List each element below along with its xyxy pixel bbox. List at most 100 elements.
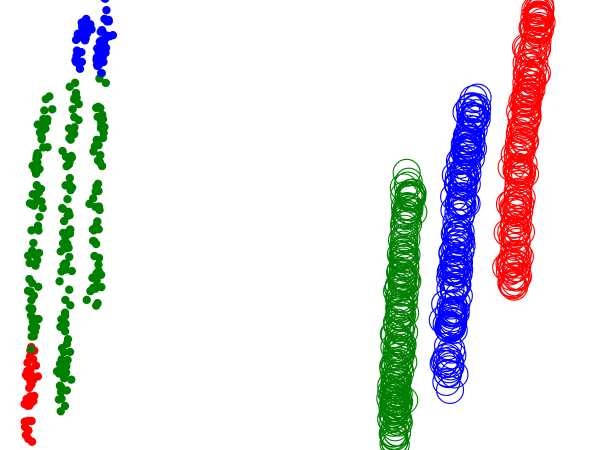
chart-0-series-2-point <box>57 407 65 415</box>
chart-0-series-2-point <box>63 212 71 220</box>
chart-0-series-2-point <box>55 366 63 374</box>
chart-0-series-4-point <box>96 158 104 166</box>
chart-0-series-4-point <box>100 129 108 137</box>
chart-0-series-2-point <box>55 277 63 285</box>
chart-0-series-1-point <box>43 115 51 123</box>
chart-0-series-1-point <box>28 279 36 287</box>
chart-0-series-2 <box>53 79 83 416</box>
chart-0-series-3-point <box>82 15 90 23</box>
chart-0-series-2-point <box>57 394 65 402</box>
chart-0-series-4-point <box>95 202 103 210</box>
chart-0-series-2-point <box>65 124 73 132</box>
chart-0-series-1-point <box>35 213 43 221</box>
chart-0-series-4-point <box>97 283 105 291</box>
chart-0-series-0-point <box>28 438 36 446</box>
chart-0-series-2-point <box>67 375 75 383</box>
chart-0-series-2-point <box>61 296 69 304</box>
chart-0-series-4-point <box>89 147 97 155</box>
chart-0-series-0-point <box>26 352 34 360</box>
chart-0-series-2-point <box>59 229 67 237</box>
chart-0-series-2-point <box>62 260 70 268</box>
chart-0-series-1-point <box>39 126 47 134</box>
chart-0-series-3 <box>71 15 95 73</box>
chart-0-series-4-point <box>90 252 98 260</box>
chart-0-series-1-point <box>27 345 35 353</box>
chart-0-series-1-point <box>38 133 46 141</box>
chart-0-series-0-point <box>27 417 35 425</box>
chart-1-series-1 <box>429 84 491 403</box>
panel-left <box>20 0 126 446</box>
chart-0-series-2-point <box>68 153 76 161</box>
chart-0-series-0-point <box>23 373 31 381</box>
chart-0-series-1-point <box>30 332 38 340</box>
chart-0-series-2-point <box>65 286 73 294</box>
chart-0-series-4-point <box>94 180 102 188</box>
chart-0-series-5-point <box>101 49 109 57</box>
chart-0-series-1-point <box>48 105 56 113</box>
chart-0-series-0-point <box>22 431 30 439</box>
chart-0-series-5-point <box>94 61 102 69</box>
chart-0-series-0-point <box>29 393 37 401</box>
chart-0-series-2-point <box>58 204 66 212</box>
panel-right <box>377 0 555 450</box>
chart-0-series-4-point <box>89 284 97 292</box>
chart-1-series-1-point <box>437 376 464 403</box>
chart-0-series-5-point <box>101 0 109 3</box>
chart-0-series-2-point <box>70 113 78 121</box>
chart-0-series-2-point <box>68 183 76 191</box>
chart-0-series-1-point <box>29 239 37 247</box>
chart-0-series-2-point <box>63 340 71 348</box>
chart-1-series-0 <box>377 159 427 450</box>
chart-0-series-2-point <box>58 147 66 155</box>
chart-0-series-0-point <box>34 372 42 380</box>
chart-0-series-5-point <box>102 6 110 14</box>
chart-0-series-5-point <box>97 69 105 77</box>
chart-0-series-2-point <box>71 79 79 87</box>
chart-0-series-1-point <box>38 204 46 212</box>
chart-0-series-2-point <box>57 383 65 391</box>
chart-0-series-2-point <box>63 195 71 203</box>
chart-0-series-3-point <box>74 30 82 38</box>
chart-0-series-1-point <box>35 165 43 173</box>
chart-0-series-4-point <box>93 217 101 225</box>
chart-0-series-2-point <box>70 94 78 102</box>
chart-0-series-2-point <box>66 348 74 356</box>
chart-0-series-4-point <box>93 299 101 307</box>
chart-0-series-2-point <box>57 267 65 275</box>
chart-0-series-1 <box>24 92 57 353</box>
chart-0-series-5 <box>92 0 126 77</box>
chart-0-series-1-point <box>32 190 40 198</box>
chart-0-series-4-point <box>88 274 96 282</box>
chart-0-series-2-point <box>61 309 69 317</box>
chart-0-series-1-point <box>33 181 41 189</box>
chart-0-series-5-point <box>100 15 108 23</box>
chart-0-series-1-point <box>25 304 33 312</box>
chart-0-series-4-point <box>83 296 91 304</box>
chart-0-series-2-point <box>68 267 76 275</box>
chart-0-series-3-point <box>83 24 91 32</box>
chart-0-series-4-point <box>97 271 105 279</box>
chart-0-series-4-point <box>90 237 98 245</box>
chart-0-series-5-point <box>98 27 106 35</box>
chart-0-series-1-point <box>42 95 50 103</box>
chart-0-series-4-point <box>85 200 93 208</box>
chart-0-series-4-point <box>97 118 105 126</box>
chart-0-series-1-point <box>34 152 42 160</box>
chart-0-series-1-point <box>32 197 40 205</box>
chart-0-series-1-point <box>30 315 38 323</box>
chart-0-series-1-point <box>27 250 35 258</box>
chart-0-series-4 <box>83 69 110 310</box>
chart-0-series-2-point <box>56 323 64 331</box>
chart-0-series-4-point <box>90 226 98 234</box>
chart-0-series-4-point <box>96 104 104 112</box>
chart-0-series-3-point <box>71 57 79 65</box>
chart-1-series-2 <box>493 0 555 300</box>
chart-0-series-3-point <box>76 65 84 73</box>
chart-0-series-1-point <box>34 226 42 234</box>
chart-0-series-1-point <box>27 296 35 304</box>
chart-0-series-1-point <box>25 259 33 267</box>
chart-0-series-4-point <box>94 260 102 268</box>
chart-0-series-1-point <box>40 106 48 114</box>
